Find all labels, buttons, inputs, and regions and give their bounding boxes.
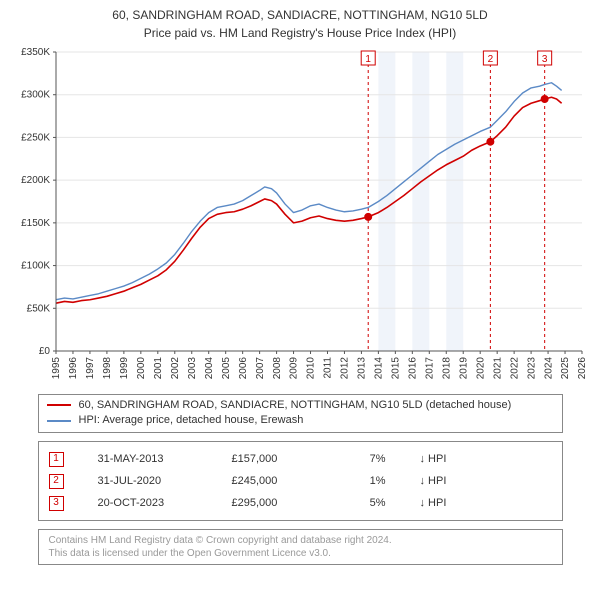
footer-line-2: This data is licensed under the Open Gov… — [49, 547, 552, 560]
svg-text:2006: 2006 — [238, 356, 249, 379]
svg-text:1996: 1996 — [68, 356, 79, 379]
svg-text:2019: 2019 — [458, 356, 469, 379]
svg-text:2011: 2011 — [323, 356, 334, 378]
svg-text:2004: 2004 — [204, 356, 215, 379]
sale-marker-row: 1 31-MAY-2013 £157,000 7% ↓ HPI — [49, 448, 552, 470]
legend-item: 60, SANDRINGHAM ROAD, SANDIACRE, NOTTING… — [47, 398, 554, 413]
sale-marker-pct: 7% — [346, 448, 386, 470]
svg-text:2007: 2007 — [255, 356, 266, 379]
svg-text:2002: 2002 — [170, 356, 181, 379]
svg-text:2021: 2021 — [492, 356, 503, 379]
sale-markers-table: 1 31-MAY-2013 £157,000 7% ↓ HPI 2 31-JUL-2020 £… — [38, 441, 563, 521]
svg-text:2022: 2022 — [509, 356, 520, 379]
sale-marker-badge: 3 — [49, 496, 64, 511]
svg-text:2000: 2000 — [136, 356, 147, 379]
sale-marker-trend: ↓ HPI — [420, 492, 447, 514]
svg-text:2009: 2009 — [289, 356, 300, 379]
svg-text:2012: 2012 — [340, 356, 351, 379]
svg-text:1998: 1998 — [102, 356, 113, 379]
legend: 60, SANDRINGHAM ROAD, SANDIACRE, NOTTING… — [38, 394, 563, 434]
chart-svg: £0 £50K £100K £150K £200K £250K £300K £350K 1995… — [12, 46, 588, 384]
svg-text:£250K: £250K — [21, 132, 50, 143]
sale-marker-pct: 1% — [346, 470, 386, 492]
sale-marker-price: £245,000 — [232, 470, 312, 492]
svg-text:2013: 2013 — [357, 356, 368, 379]
svg-text:2003: 2003 — [187, 356, 198, 379]
sale-marker-date: 20-OCT-2023 — [98, 492, 198, 514]
svg-text:2017: 2017 — [424, 356, 435, 379]
sale-marker-badge: 2 — [49, 474, 64, 489]
legend-label: 60, SANDRINGHAM ROAD, SANDIACRE, NOTTING… — [79, 398, 512, 413]
svg-text:£50K: £50K — [27, 303, 51, 314]
sale-marker-trend: ↓ HPI — [420, 448, 447, 470]
sale-marker-badge: 1 — [49, 452, 64, 467]
sale-marker-date: 31-MAY-2013 — [98, 448, 198, 470]
svg-text:2016: 2016 — [408, 356, 419, 379]
chart-plot-area: £0 £50K £100K £150K £200K £250K £300K £350K 1995… — [12, 46, 588, 384]
svg-text:2025: 2025 — [560, 356, 571, 379]
svg-text:£350K: £350K — [21, 47, 50, 58]
svg-text:2: 2 — [488, 54, 494, 65]
sale-marker-price: £295,000 — [232, 492, 312, 514]
svg-text:2010: 2010 — [306, 356, 317, 379]
svg-text:£300K: £300K — [21, 89, 50, 100]
svg-text:3: 3 — [542, 54, 548, 65]
svg-text:2014: 2014 — [374, 356, 385, 379]
svg-text:2026: 2026 — [577, 356, 588, 379]
svg-text:2023: 2023 — [526, 356, 537, 379]
svg-text:1999: 1999 — [119, 356, 130, 379]
chart-title: 60, SANDRINGHAM ROAD, SANDIACRE, NOTTING… — [12, 8, 588, 24]
svg-text:£200K: £200K — [21, 175, 50, 186]
svg-text:2020: 2020 — [475, 356, 486, 379]
sale-marker-date: 31-JUL-2020 — [98, 470, 198, 492]
svg-text:2015: 2015 — [391, 356, 402, 379]
svg-text:2018: 2018 — [441, 356, 452, 379]
legend-swatch — [47, 404, 71, 406]
sale-marker-pct: 5% — [346, 492, 386, 514]
sale-marker-price: £157,000 — [232, 448, 312, 470]
svg-text:2024: 2024 — [543, 356, 554, 379]
svg-text:1995: 1995 — [51, 356, 62, 379]
footer-line-1: Contains HM Land Registry data © Crown c… — [49, 534, 552, 547]
svg-text:£0: £0 — [39, 346, 51, 357]
legend-swatch — [47, 420, 71, 422]
svg-text:2005: 2005 — [221, 356, 232, 379]
chart-subtitle: Price paid vs. HM Land Registry's House … — [12, 26, 588, 40]
sale-marker-trend: ↓ HPI — [420, 470, 447, 492]
sale-marker-row: 2 31-JUL-2020 £245,000 1% ↓ HPI — [49, 470, 552, 492]
svg-text:2008: 2008 — [272, 356, 283, 379]
footer-attribution: Contains HM Land Registry data © Crown c… — [38, 529, 563, 565]
svg-text:1: 1 — [365, 54, 371, 65]
svg-text:£100K: £100K — [21, 260, 50, 271]
svg-text:2001: 2001 — [153, 356, 164, 379]
svg-text:£150K: £150K — [21, 217, 50, 228]
legend-item: HPI: Average price, detached house, Erew… — [47, 413, 554, 428]
svg-text:1997: 1997 — [85, 356, 96, 379]
sale-marker-row: 3 20-OCT-2023 £295,000 5% ↓ HPI — [49, 492, 552, 514]
chart-container: 60, SANDRINGHAM ROAD, SANDIACRE, NOTTING… — [0, 0, 600, 590]
legend-label: HPI: Average price, detached house, Erew… — [79, 413, 304, 428]
